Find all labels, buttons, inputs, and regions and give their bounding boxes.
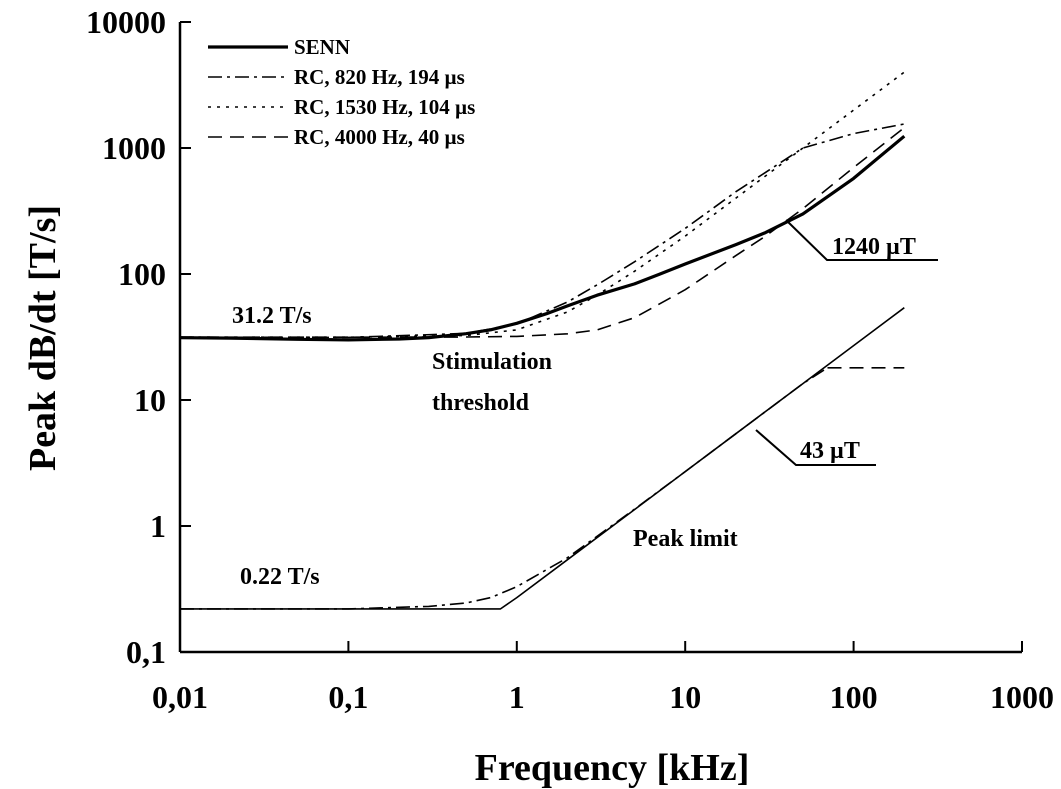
callout-lower-leader [755, 429, 876, 466]
annotation-peak-limit: Peak limit [633, 526, 738, 552]
series-line [180, 71, 905, 339]
series-layer [179, 71, 906, 610]
x-tick-label: 100 [830, 679, 878, 715]
legend-label: RC, 820 Hz, 194 µs [294, 65, 465, 89]
annotation-threshold: threshold [432, 390, 530, 416]
x-tick-label: 10 [669, 679, 701, 715]
annotation-threshold-value: 31.2 T/s [232, 303, 312, 329]
annotation-peak-value: 0.22 T/s [240, 564, 320, 590]
y-tick-label: 0,1 [126, 634, 166, 670]
x-axis-title: Frequency [kHz] [475, 747, 750, 789]
y-tick-label: 10000 [86, 4, 166, 40]
x-tick-label: 1000 [990, 679, 1054, 715]
series-line [179, 123, 905, 339]
callout-upper: 1240 µT [785, 219, 938, 261]
annotation-upper-field: 1240 µT [832, 234, 916, 260]
annotation-lower-field: 43 µT [800, 438, 860, 464]
y-tick-label: 1 [150, 508, 166, 544]
legend: SENN RC, 820 Hz, 194 µs RC, 1530 Hz, 104 µ… [208, 35, 475, 149]
callout-upper-leader [785, 219, 938, 261]
tick-labels: 0,01 0,1 1 10 100 1000 0,1 1 10 100 1000 10000 [86, 4, 1054, 715]
ticks [179, 21, 1023, 653]
y-axis-title: Peak dB/dt [T/s] [22, 205, 64, 471]
y-tick-label: 10 [134, 382, 166, 418]
y-tick-label: 1000 [102, 130, 166, 166]
series-line [179, 134, 906, 342]
callout-lower: 43 µT [755, 429, 876, 466]
series-line [180, 127, 905, 339]
legend-label: RC, 1530 Hz, 104 µs [294, 95, 475, 119]
series-line [180, 307, 905, 610]
y-tick-label: 100 [118, 256, 166, 292]
annotation-stimulation: Stimulation [432, 349, 552, 375]
legend-label: RC, 4000 Hz, 40 µs [294, 125, 465, 149]
legend-label: SENN [294, 35, 350, 59]
series-line [180, 367, 828, 610]
x-tick-label: 1 [509, 679, 525, 715]
x-tick-label: 0,01 [152, 679, 208, 715]
x-tick-label: 0,1 [328, 679, 368, 715]
